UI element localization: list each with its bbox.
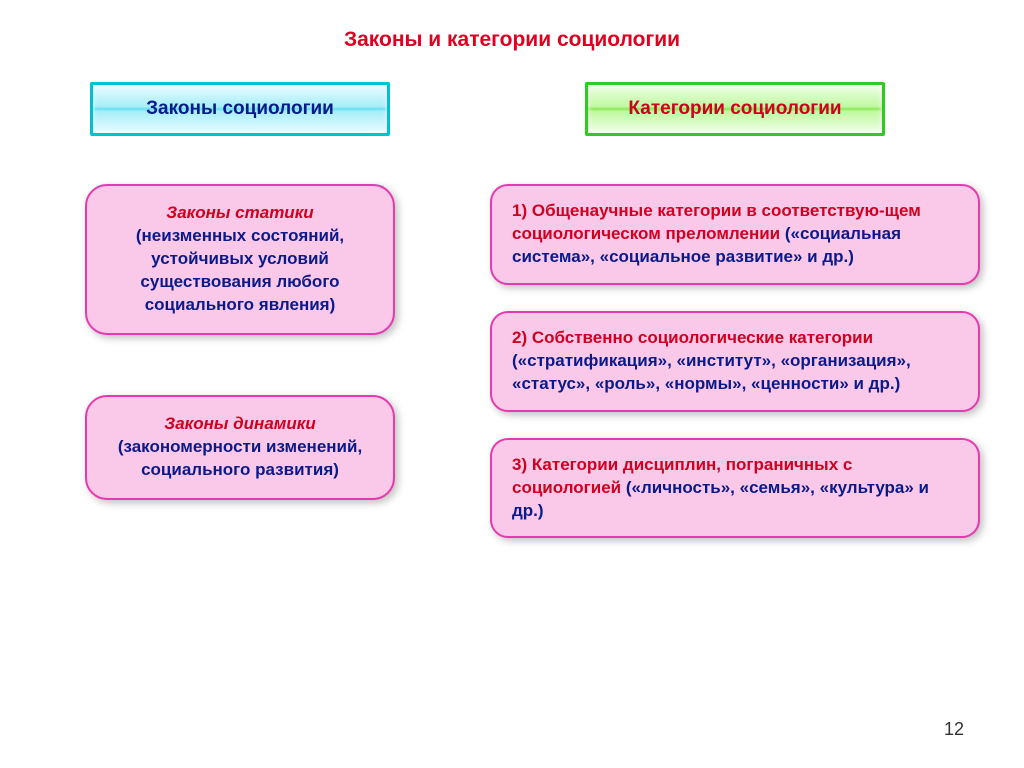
page-title: Законы и категории социологии <box>0 0 1024 52</box>
right-column: Категории социологии 1) Общенаучные кате… <box>490 82 980 564</box>
right-header-text: Категории социологии <box>628 98 841 120</box>
cat2-title: Собственно социологические категории <box>532 328 873 347</box>
page-number: 12 <box>944 719 964 740</box>
laws-statics-title: Законы статики <box>166 203 313 222</box>
laws-dynamics-box: Законы динамики (закономерности изменени… <box>85 395 395 500</box>
right-header: Категории социологии <box>585 82 885 136</box>
laws-dynamics-body: (закономерности изменений, социального р… <box>118 437 362 479</box>
left-header: Законы социологии <box>90 82 390 136</box>
category-1-box: 1) Общенаучные категории в соответствую-… <box>490 184 980 285</box>
laws-dynamics-title: Законы динамики <box>164 414 315 433</box>
cat2-num: 2) <box>512 328 532 347</box>
laws-statics-box: Законы статики (неизменных состояний, ус… <box>85 184 395 335</box>
cat1-num: 1) <box>512 201 532 220</box>
cat2-body: («стратификация», «институт», «организац… <box>512 351 911 393</box>
columns-container: Законы социологии Законы статики (неизме… <box>0 82 1024 564</box>
left-header-text: Законы социологии <box>146 98 334 120</box>
laws-statics-body: (неизменных состояний, устойчивых услови… <box>136 226 344 314</box>
left-column: Законы социологии Законы статики (неизме… <box>50 82 430 564</box>
category-2-box: 2) Собственно социологические категории … <box>490 311 980 412</box>
category-3-box: 3) Категории дисциплин, пограничных с со… <box>490 438 980 539</box>
cat3-num: 3) <box>512 455 532 474</box>
